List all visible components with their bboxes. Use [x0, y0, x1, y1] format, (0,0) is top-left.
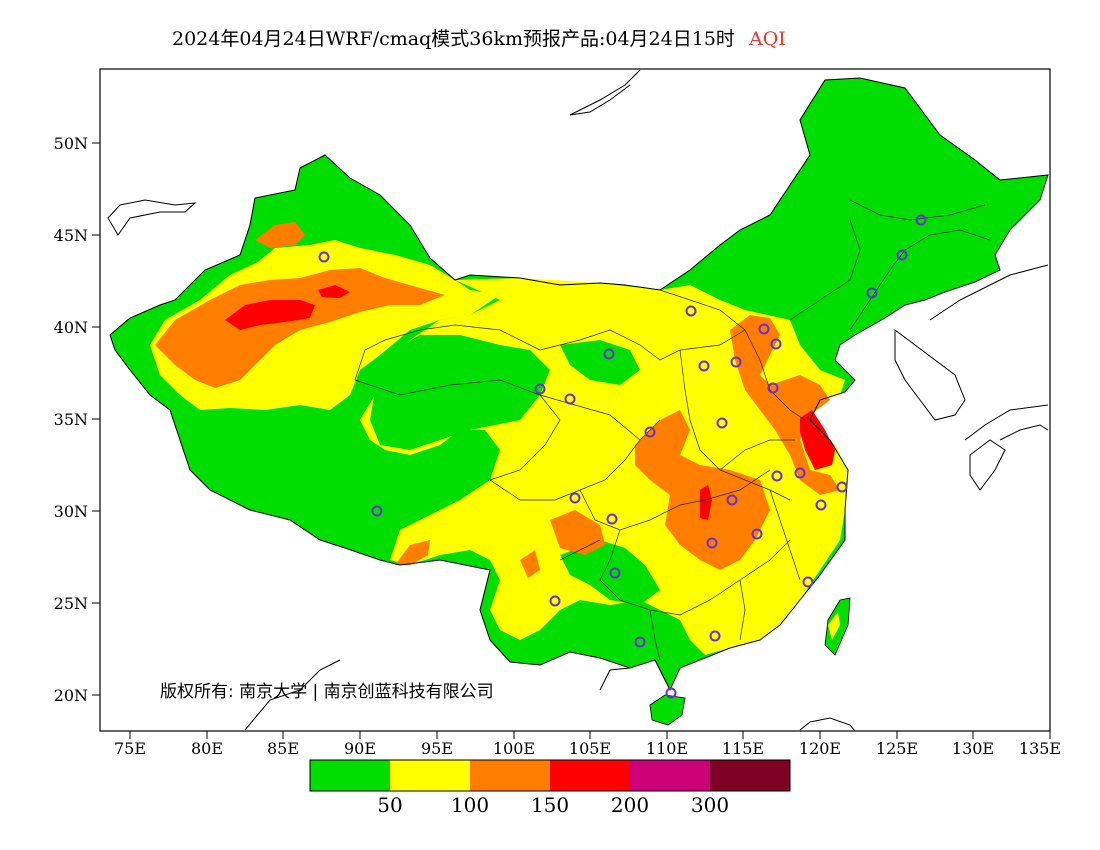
y-tick-label: 35N: [54, 410, 88, 429]
x-tick-label: 90E: [344, 739, 376, 758]
city-marker: [709, 630, 721, 642]
city-marker: [698, 360, 710, 372]
legend-swatch-5: [710, 760, 790, 791]
region-red-taklamakan-east: [318, 285, 350, 298]
x-tick-label: 85E: [267, 739, 299, 758]
legend-swatch-2: [470, 760, 550, 791]
copyright-text: 版权所有: 南京大学 | 南京创蓝科技有限公司: [160, 682, 494, 702]
neighbour-coastlines: [107, 69, 1049, 732]
region-orange-junggar: [255, 222, 305, 248]
city-marker: [549, 595, 561, 607]
city-marker: [896, 249, 908, 261]
city-marker: [866, 287, 878, 299]
city-marker: [770, 338, 782, 350]
city-marker: [603, 348, 615, 360]
city-markers: [318, 214, 927, 699]
region-red-central: [700, 485, 712, 520]
legend-swatch-1: [390, 760, 470, 791]
city-marker: [794, 467, 806, 479]
city-marker: [726, 494, 738, 506]
city-marker: [815, 499, 827, 511]
legend-label: 50: [377, 793, 402, 817]
city-marker: [706, 537, 718, 549]
region-orange-guizhou: [520, 550, 540, 578]
city-marker: [751, 528, 763, 540]
city-marker: [564, 393, 576, 405]
city-marker: [569, 492, 581, 504]
x-tick-label: 110E: [646, 739, 688, 758]
city-marker: [915, 214, 927, 226]
city-marker: [758, 323, 770, 335]
city-marker: [371, 505, 383, 517]
map-area: 版权所有: 南京大学 | 南京创蓝科技有限公司: [107, 69, 1049, 732]
region-taiwan-west: [828, 612, 840, 640]
region-red-taklamakan: [225, 300, 315, 330]
x-tick-label: 120E: [799, 739, 841, 758]
y-tick-label: 40N: [54, 318, 88, 337]
y-tick-label: 50N: [54, 134, 88, 153]
region-red-jiangsu: [800, 410, 835, 470]
region-orange-tibet: [395, 540, 430, 565]
region-green-qinghai: [370, 335, 550, 450]
region-orange-tarim: [155, 268, 445, 388]
x-tick-label: 100E: [493, 739, 535, 758]
x-tick-label: 135E: [1019, 739, 1061, 758]
city-marker: [634, 636, 646, 648]
city-marker: [606, 513, 618, 525]
map-title: 2024年04月24日WRF/cmaq模式36km预报产品:04月24日15时 …: [172, 28, 786, 50]
region-green-hainan: [649, 694, 686, 726]
legend-swatch-3: [550, 760, 630, 791]
legend: 50 100 150 200 300: [309, 759, 791, 817]
y-tick-label: 20N: [54, 686, 88, 705]
city-marker: [767, 382, 779, 394]
city-marker: [644, 426, 656, 438]
province-boundaries: [354, 199, 991, 661]
city-marker: [730, 356, 742, 368]
x-tick-label: 130E: [952, 739, 994, 758]
china-border: [109, 77, 1049, 692]
legend-swatch-4: [630, 760, 710, 791]
legend-label: 300: [691, 793, 729, 817]
x-tick-label: 125E: [876, 739, 918, 758]
city-marker: [534, 383, 546, 395]
x-axis: 75E 80E 85E 90E 95E 100E 105E 110E 115E …: [114, 731, 1061, 758]
region-green-hexi: [560, 340, 640, 385]
y-tick-label: 25N: [54, 594, 88, 613]
pollutant-label: AQI: [748, 28, 786, 50]
city-marker: [318, 251, 330, 263]
y-tick-label: 45N: [54, 226, 88, 245]
legend-label: 200: [611, 793, 649, 817]
legend-label: 100: [451, 793, 489, 817]
legend-swatch-0: [310, 760, 390, 791]
x-tick-label: 105E: [569, 739, 611, 758]
city-marker: [836, 481, 848, 493]
city-marker: [802, 576, 814, 588]
y-axis: 50N 45N 40N 35N 30N 25N 20N: [54, 134, 100, 705]
region-orange-sichuan: [550, 510, 605, 555]
city-marker: [685, 305, 697, 317]
x-tick-label: 80E: [191, 739, 223, 758]
legend-label: 150: [531, 793, 569, 817]
x-tick-label: 75E: [114, 739, 146, 758]
city-marker: [609, 567, 621, 579]
y-tick-label: 30N: [54, 502, 88, 521]
city-marker: [771, 470, 783, 482]
x-tick-label: 115E: [722, 739, 764, 758]
city-marker: [716, 417, 728, 429]
x-tick-label: 95E: [421, 739, 453, 758]
city-marker: [665, 687, 677, 699]
